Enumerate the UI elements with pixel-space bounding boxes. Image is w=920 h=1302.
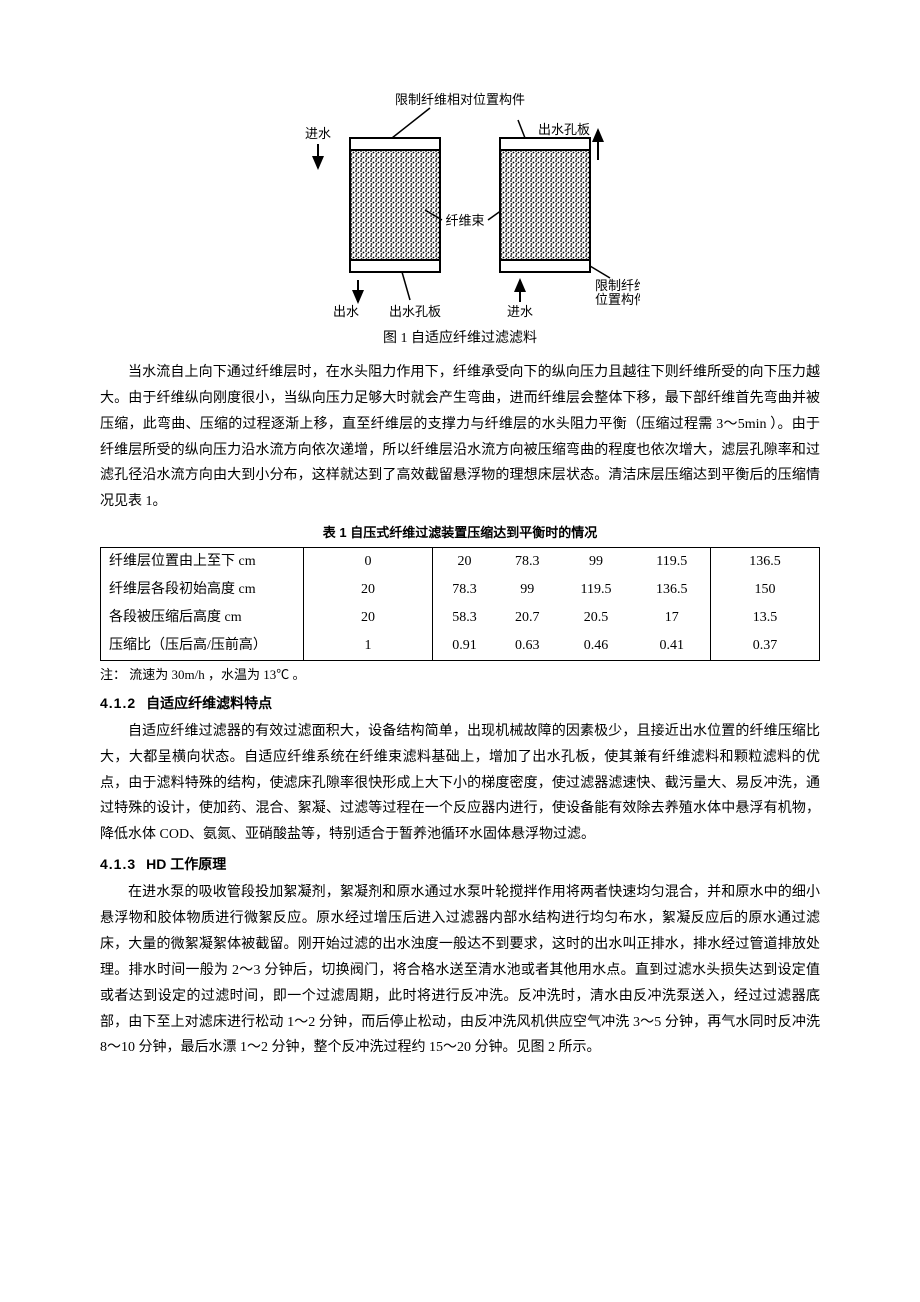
label-fiber-bundle: 纤维束 <box>445 213 484 228</box>
table-row: 纤维层位置由上至下 cm 0 20 78.3 99 119.5 136.5 <box>101 548 820 576</box>
label-inlet-left: 进水 <box>305 126 331 141</box>
label-outlet-plate-top: 出水孔板 <box>538 122 590 137</box>
table-row: 压缩比（压后高/压前高） 1 0.91 0.63 0.46 0.41 0.37 <box>101 632 820 660</box>
cell: 0.63 <box>496 632 559 660</box>
row-label: 各段被压缩后高度 cm <box>101 604 304 632</box>
cell: 20 <box>433 548 496 576</box>
table-row: 各段被压缩后高度 cm 20 58.3 20.7 20.5 17 13.5 <box>101 604 820 632</box>
cell: 0.37 <box>711 632 820 660</box>
cell: 20.7 <box>496 604 559 632</box>
cell: 17 <box>634 604 711 632</box>
table-1-caption: 表 1 自压式纤维过滤装置压缩达到平衡时的情况 <box>100 521 820 545</box>
cell: 0.91 <box>433 632 496 660</box>
paragraph-412: 自适应纤维过滤器的有效过滤面积大，设备结构简单，出现机械故障的因素极少，且接近出… <box>100 719 820 848</box>
cell: 0.41 <box>634 632 711 660</box>
label-top: 限制纤维相对位置构件 <box>395 92 525 107</box>
cell: 20 <box>304 576 433 604</box>
figure-1-svg: 限制纤维相对位置构件 进水 出水 出水孔板 纤维束 <box>280 90 640 320</box>
cell: 20.5 <box>559 604 634 632</box>
cell: 58.3 <box>433 604 496 632</box>
label-restrict-right-2: 位置构件 <box>595 292 640 307</box>
cell: 136.5 <box>634 576 711 604</box>
cell: 99 <box>496 576 559 604</box>
figure-1: 限制纤维相对位置构件 进水 出水 出水孔板 纤维束 <box>100 90 820 320</box>
paragraph-1: 当水流自上向下通过纤维层时，在水头阻力作用下，纤维承受向下的纵向压力且越往下则纤… <box>100 360 820 515</box>
cell: 1 <box>304 632 433 660</box>
cell: 150 <box>711 576 820 604</box>
label-outlet-left-bottom: 出水 <box>333 304 359 319</box>
cell: 0.46 <box>559 632 634 660</box>
cell: 78.3 <box>433 576 496 604</box>
cell: 13.5 <box>711 604 820 632</box>
label-inlet-right-bottom: 进水 <box>507 304 533 319</box>
row-label: 压缩比（压后高/压前高） <box>101 632 304 660</box>
heading-num: 4.1.3 <box>100 856 136 872</box>
cell: 119.5 <box>634 548 711 576</box>
label-outlet-plate-bottom: 出水孔板 <box>389 304 441 319</box>
paragraph-413: 在进水泵的吸收管段投加絮凝剂，絮凝剂和原水通过水泵叶轮搅拌作用将两者快速均匀混合… <box>100 880 820 1061</box>
heading-title: 自适应纤维滤料特点 <box>146 695 272 711</box>
heading-412: 4.1.2 自适应纤维滤料特点 <box>100 691 820 717</box>
table-1-note: 注： 流速为 30m/h ，水温为 13℃ 。 <box>100 663 820 687</box>
row-label: 纤维层位置由上至下 cm <box>101 548 304 576</box>
heading-title: HD 工作原理 <box>146 856 226 872</box>
cell: 0 <box>304 548 433 576</box>
cell: 99 <box>559 548 634 576</box>
label-restrict-right-1: 限制纤维相对 <box>595 278 640 293</box>
cell: 119.5 <box>559 576 634 604</box>
table-1: 纤维层位置由上至下 cm 0 20 78.3 99 119.5 136.5 纤维… <box>100 547 820 661</box>
figure-1-caption: 图 1 自适应纤维过滤滤料 <box>100 326 820 352</box>
table-row: 纤维层各段初始高度 cm 20 78.3 99 119.5 136.5 150 <box>101 576 820 604</box>
heading-413: 4.1.3 HD 工作原理 <box>100 852 820 878</box>
cell: 78.3 <box>496 548 559 576</box>
cell: 136.5 <box>711 548 820 576</box>
heading-num: 4.1.2 <box>100 695 136 711</box>
cell: 20 <box>304 604 433 632</box>
row-label: 纤维层各段初始高度 cm <box>101 576 304 604</box>
